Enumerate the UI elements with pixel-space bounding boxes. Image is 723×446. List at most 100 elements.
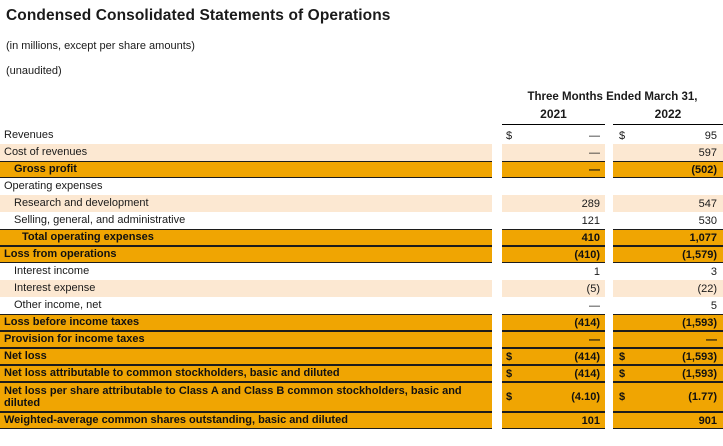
value-2021: — bbox=[502, 144, 605, 161]
value-2022: 1,077 bbox=[613, 229, 723, 246]
value-2021-amount: 410 bbox=[581, 231, 600, 244]
dollar-sign: $ bbox=[619, 367, 626, 380]
row-label: Loss from operations bbox=[0, 246, 492, 263]
unaudited-note: (unaudited) bbox=[6, 65, 62, 77]
value-2022-amount: 597 bbox=[698, 146, 717, 159]
column-gap bbox=[492, 297, 502, 314]
value-2021-amount: (414) bbox=[574, 367, 600, 380]
value-2021: — bbox=[502, 297, 605, 314]
column-gap bbox=[492, 412, 502, 429]
value-2021: 101 bbox=[502, 412, 605, 429]
table-header: Three Months Ended March 31, 2021 2022 bbox=[0, 91, 723, 125]
table-row: Loss before income taxes (414) (1,593) bbox=[0, 314, 723, 331]
row-label: Weighted-average common shares outstandi… bbox=[0, 412, 492, 429]
column-gap bbox=[605, 280, 613, 297]
dollar-sign: $ bbox=[506, 367, 513, 380]
row-label: Research and development bbox=[0, 195, 492, 212]
value-2022: (22) bbox=[613, 280, 723, 297]
dollar-sign: $ bbox=[619, 350, 626, 363]
value-2021-amount: — bbox=[589, 129, 600, 142]
column-gap bbox=[605, 263, 613, 280]
value-2022: (1,593) bbox=[613, 314, 723, 331]
value-2022-amount: 95 bbox=[704, 129, 717, 142]
value-2022-amount: (502) bbox=[691, 163, 717, 176]
value-2022: 530 bbox=[613, 212, 723, 229]
value-2022: 901 bbox=[613, 412, 723, 429]
column-gap bbox=[492, 331, 502, 348]
value-2022-amount: — bbox=[706, 333, 717, 346]
period-header: Three Months Ended March 31, bbox=[527, 91, 698, 103]
value-2021: 410 bbox=[502, 229, 605, 246]
column-gap bbox=[492, 195, 502, 212]
dollar-sign: $ bbox=[506, 129, 513, 142]
column-gap bbox=[605, 365, 613, 382]
column-gap bbox=[605, 348, 613, 365]
table-row: Cost of revenues — 597 bbox=[0, 144, 723, 161]
column-gap bbox=[605, 229, 613, 246]
value-2022: $ (1.77) bbox=[613, 382, 723, 412]
value-2021-amount: — bbox=[589, 163, 600, 176]
table-row: Loss from operations (410) (1,579) bbox=[0, 246, 723, 263]
table-row: Gross profit — (502) bbox=[0, 161, 723, 178]
table-row: Revenues $ — $95 bbox=[0, 127, 723, 144]
year-column-2022: 2022 bbox=[613, 107, 723, 125]
row-label: Provision for income taxes bbox=[0, 331, 492, 348]
value-2021: (414) bbox=[502, 314, 605, 331]
column-gap bbox=[492, 280, 502, 297]
table-row: Total operating expenses 410 1,077 bbox=[0, 229, 723, 246]
value-2022-amount: 547 bbox=[698, 197, 717, 210]
table-row: Provision for income taxes — — bbox=[0, 331, 723, 348]
value-2021: (5) bbox=[502, 280, 605, 297]
column-gap bbox=[492, 246, 502, 263]
row-label: Gross profit bbox=[0, 161, 492, 178]
table-row: Interest expense (5) (22) bbox=[0, 280, 723, 297]
value-2021: 121 bbox=[502, 212, 605, 229]
value-2022: (502) bbox=[613, 161, 723, 178]
value-2022: 5 bbox=[613, 297, 723, 314]
value-2022: — bbox=[613, 331, 723, 348]
column-gap bbox=[492, 348, 502, 365]
table-row: Weighted-average common shares outstandi… bbox=[0, 412, 723, 429]
column-gap bbox=[492, 229, 502, 246]
value-2022-amount: 901 bbox=[698, 414, 717, 427]
table-row: Other income, net — 5 bbox=[0, 297, 723, 314]
row-label: Interest expense bbox=[0, 280, 492, 297]
value-2021: $ (414) bbox=[502, 348, 605, 365]
value-2022-amount: 3 bbox=[710, 265, 717, 278]
column-gap bbox=[492, 382, 502, 412]
row-label: Revenues bbox=[4, 129, 54, 142]
value-2022-amount: (1,593) bbox=[682, 367, 717, 380]
column-gap bbox=[492, 263, 502, 280]
table-row: Operating expenses bbox=[0, 178, 723, 195]
column-gap bbox=[492, 212, 502, 229]
value-2021-amount: (414) bbox=[574, 316, 600, 329]
value-2021: (410) bbox=[502, 246, 605, 263]
statement-table-body: Revenues $ — $95 Cost of revenues —597 Gross p… bbox=[0, 127, 723, 429]
row-label: Operating expenses bbox=[4, 180, 103, 193]
value-2021: $ (4.10) bbox=[502, 382, 605, 412]
row-label: Loss before income taxes bbox=[0, 314, 492, 331]
value-2021: 289 bbox=[502, 195, 605, 212]
value-2022: 597 bbox=[613, 144, 723, 161]
row-label: Net loss bbox=[0, 348, 492, 365]
value-2021: — bbox=[502, 331, 605, 348]
column-gap bbox=[605, 331, 613, 348]
year-column-2021: 2021 bbox=[502, 107, 605, 125]
dollar-sign: $ bbox=[619, 391, 626, 403]
value-2022-amount: 530 bbox=[698, 214, 717, 227]
units-note: (in millions, except per share amounts) bbox=[6, 40, 195, 52]
value-2021: — bbox=[502, 161, 605, 178]
value-2021-amount: 289 bbox=[581, 197, 600, 210]
column-gap bbox=[492, 144, 502, 161]
value-2022-amount: (1,593) bbox=[682, 350, 717, 363]
column-gap bbox=[605, 246, 613, 263]
value-2021-amount: 1 bbox=[593, 265, 600, 278]
column-gap bbox=[605, 144, 613, 161]
value-2021-amount: — bbox=[589, 333, 600, 346]
dollar-sign: $ bbox=[506, 350, 513, 363]
column-gap bbox=[605, 178, 613, 195]
row-label: Total operating expenses bbox=[0, 229, 492, 246]
value-2021-amount: (5) bbox=[586, 282, 600, 295]
statement-title: Condensed Consolidated Statements of Ope… bbox=[6, 7, 391, 24]
